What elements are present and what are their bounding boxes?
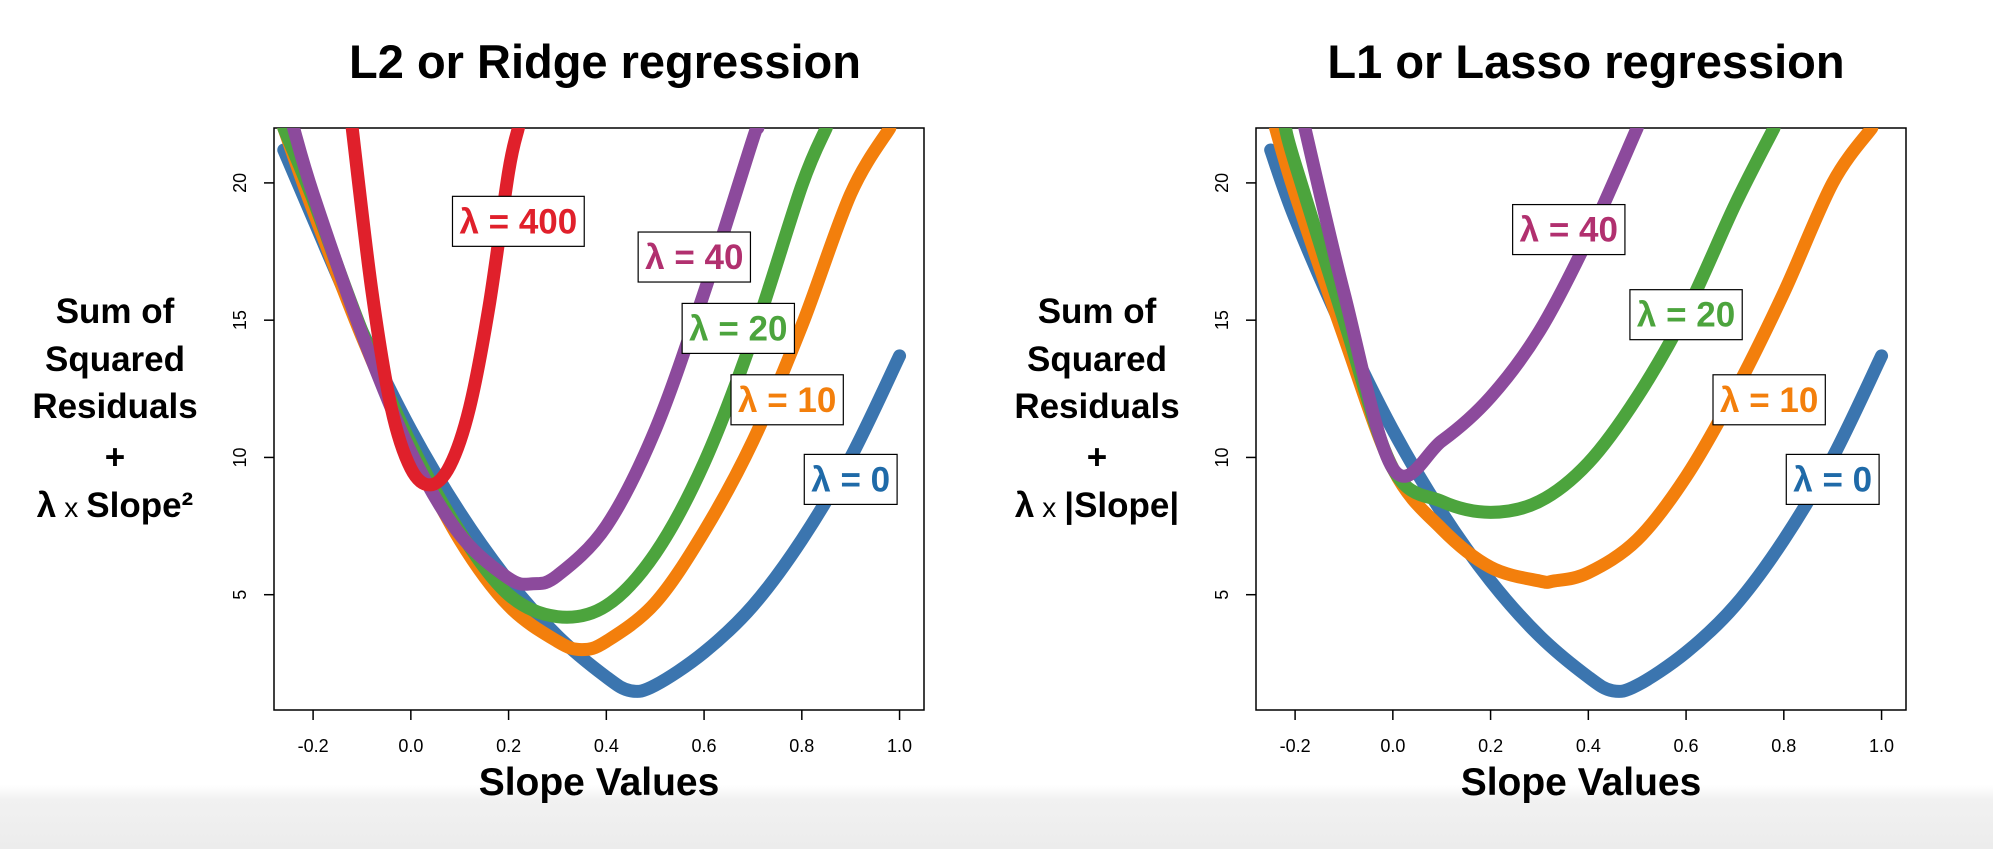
x-axis-label: Slope Values <box>1461 761 1702 804</box>
lambda-annotation: λ = 0 <box>1785 453 1880 505</box>
y-axis-label: Sum of Squared Residuals + λ x |Slope| <box>1014 292 1179 525</box>
lambda-annotation-text: λ = 10 <box>1720 381 1818 420</box>
x-tick-label: -0.2 <box>1280 736 1311 756</box>
y-tick-label: 15 <box>1212 310 1232 330</box>
series-line <box>345 128 525 492</box>
lambda-annotation-box <box>1712 374 1826 426</box>
x-tick-label: 0.0 <box>398 736 423 756</box>
series-line <box>1298 128 1644 483</box>
y-axis-label-line: Sum of <box>1038 292 1157 331</box>
y-axis-label-line: Squared <box>1027 340 1167 379</box>
lambda-annotation-box <box>681 302 796 355</box>
lambda-annotation-text: λ = 10 <box>738 381 836 420</box>
chart-title: L1 or Lasso regression <box>1327 35 1844 88</box>
lambda-annotation-box <box>1629 289 1743 341</box>
x-tick-label: 0.0 <box>1380 736 1405 756</box>
y-axis-label-line: + <box>105 438 125 477</box>
x-tick-label: -0.2 <box>298 736 329 756</box>
y-axis-label: Sum of Squared Residuals + λ x Slope² <box>32 292 197 525</box>
lambda-annotation-box <box>1512 203 1626 256</box>
plot-frame <box>1255 127 1907 711</box>
lambda-annotation: λ = 400 <box>451 195 585 247</box>
y-tick-label: 10 <box>230 447 250 467</box>
plot-frame <box>273 127 925 711</box>
y-tick-label: 5 <box>1212 590 1232 600</box>
x-tick-label: 0.4 <box>594 736 619 756</box>
x-tick-label: 1.0 <box>887 736 912 756</box>
y-tick-label: 5 <box>230 590 250 600</box>
y-axis-label-line: + <box>1087 438 1107 477</box>
x-tick-label: 0.6 <box>692 736 717 756</box>
y-tick-label: 20 <box>1212 173 1232 193</box>
x-tick-label: 0.6 <box>1674 736 1699 756</box>
lambda-annotation-text: λ = 20 <box>1637 296 1735 335</box>
lambda-annotation-text: λ = 20 <box>689 309 787 348</box>
y-axis-label-line: Squared <box>45 340 185 379</box>
x-tick-label: 0.8 <box>789 736 814 756</box>
lambda-annotation-text: λ = 0 <box>811 460 890 499</box>
x-tick-label: 1.0 <box>1869 736 1894 756</box>
lambda-annotation: λ = 10 <box>730 374 844 426</box>
x-tick-label: 0.2 <box>496 736 521 756</box>
lambda-annotation-text: λ = 0 <box>1793 460 1872 499</box>
lambda-annotation: λ = 10 <box>1712 374 1826 426</box>
y-axis-label-line: λ x Slope² <box>37 486 193 525</box>
lambda-annotation-box <box>451 195 585 247</box>
chart-title: L2 or Ridge regression <box>349 35 861 88</box>
lambda-annotation-text: λ = 40 <box>1520 211 1618 250</box>
lambda-annotation: λ = 40 <box>637 231 752 283</box>
chart-1: L2 or Ridge regression -0.2 0.0 0.2 0.4 0.6 0.… <box>32 35 925 804</box>
y-axis-label-line: Residuals <box>32 387 197 426</box>
y-axis-label-line: Sum of <box>56 292 175 331</box>
y-tick-label: 20 <box>230 173 250 193</box>
x-tick-label: 0.8 <box>1771 736 1796 756</box>
lambda-annotation: λ = 20 <box>1629 289 1743 341</box>
series-lines <box>277 128 907 698</box>
y-tick-label: 15 <box>230 310 250 330</box>
y-tick-label: 10 <box>1212 447 1232 467</box>
lambda-annotation: λ = 0 <box>803 453 898 505</box>
lambda-annotation: λ = 20 <box>681 302 796 355</box>
x-tick-label: 0.2 <box>1478 736 1503 756</box>
chart-2: L1 or Lasso regression -0.2 0.0 0.2 0.4 0.6 0.… <box>1014 35 1907 804</box>
x-tick-label: 0.4 <box>1576 736 1601 756</box>
y-axis-label-line: Residuals <box>1014 387 1179 426</box>
lambda-annotation-box <box>1785 453 1880 505</box>
lambda-annotation-box <box>730 374 844 426</box>
lambda-annotation-text: λ = 40 <box>645 238 743 277</box>
lambda-annotation-text: λ = 400 <box>459 202 577 241</box>
lambda-annotation-box <box>637 231 752 283</box>
lambda-annotation-box <box>803 453 898 505</box>
y-axis-label-line: λ x |Slope| <box>1015 486 1179 525</box>
lambda-annotation: λ = 40 <box>1512 203 1626 256</box>
series-line <box>287 128 765 591</box>
x-axis-label: Slope Values <box>479 761 720 804</box>
